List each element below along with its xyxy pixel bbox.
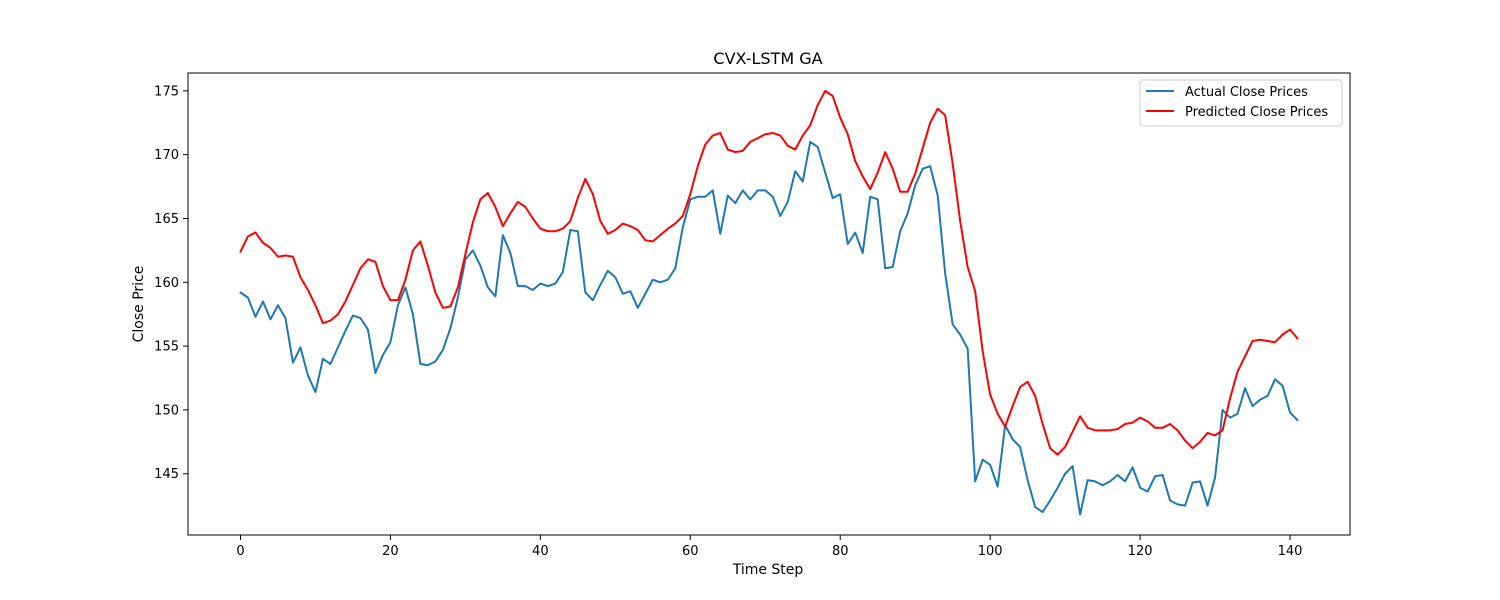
y-tick-label: 150 (154, 403, 179, 418)
x-tick-label: 0 (236, 544, 244, 559)
y-tick-label: 155 (154, 340, 179, 355)
x-tick-label: 80 (832, 544, 849, 559)
legend-label-actual: Actual Close Prices (1185, 85, 1308, 100)
legend-box (1139, 79, 1343, 127)
x-tick-label: 100 (978, 544, 1003, 559)
plot-frame (187, 72, 1351, 536)
y-axis: 145 150 155 160 165 170 175 (154, 84, 188, 482)
y-axis-label: Close Price (131, 266, 147, 343)
y-tick-label: 160 (154, 276, 179, 291)
y-tick-label: 170 (154, 148, 179, 163)
x-tick-label: 120 (1128, 544, 1153, 559)
y-tick-label: 165 (154, 212, 179, 227)
x-axis-label: Time Step (732, 562, 804, 578)
series-line-predicted (239, 89, 1299, 456)
legend-label-predicted: Predicted Close Prices (1185, 105, 1328, 120)
series-line-actual (239, 140, 1299, 516)
chart-title: CVX-LSTM GA (713, 49, 822, 68)
y-tick-label: 145 (154, 467, 179, 482)
x-tick-label: 60 (682, 544, 699, 559)
x-tick-label: 40 (532, 544, 549, 559)
x-tick-label: 140 (1278, 544, 1303, 559)
y-tick-label: 175 (154, 84, 179, 99)
x-tick-label: 20 (382, 544, 399, 559)
x-axis: 0 20 40 60 80 100 120 140 (236, 535, 1302, 559)
legend: Actual Close Prices Predicted Close Pric… (1139, 79, 1343, 127)
